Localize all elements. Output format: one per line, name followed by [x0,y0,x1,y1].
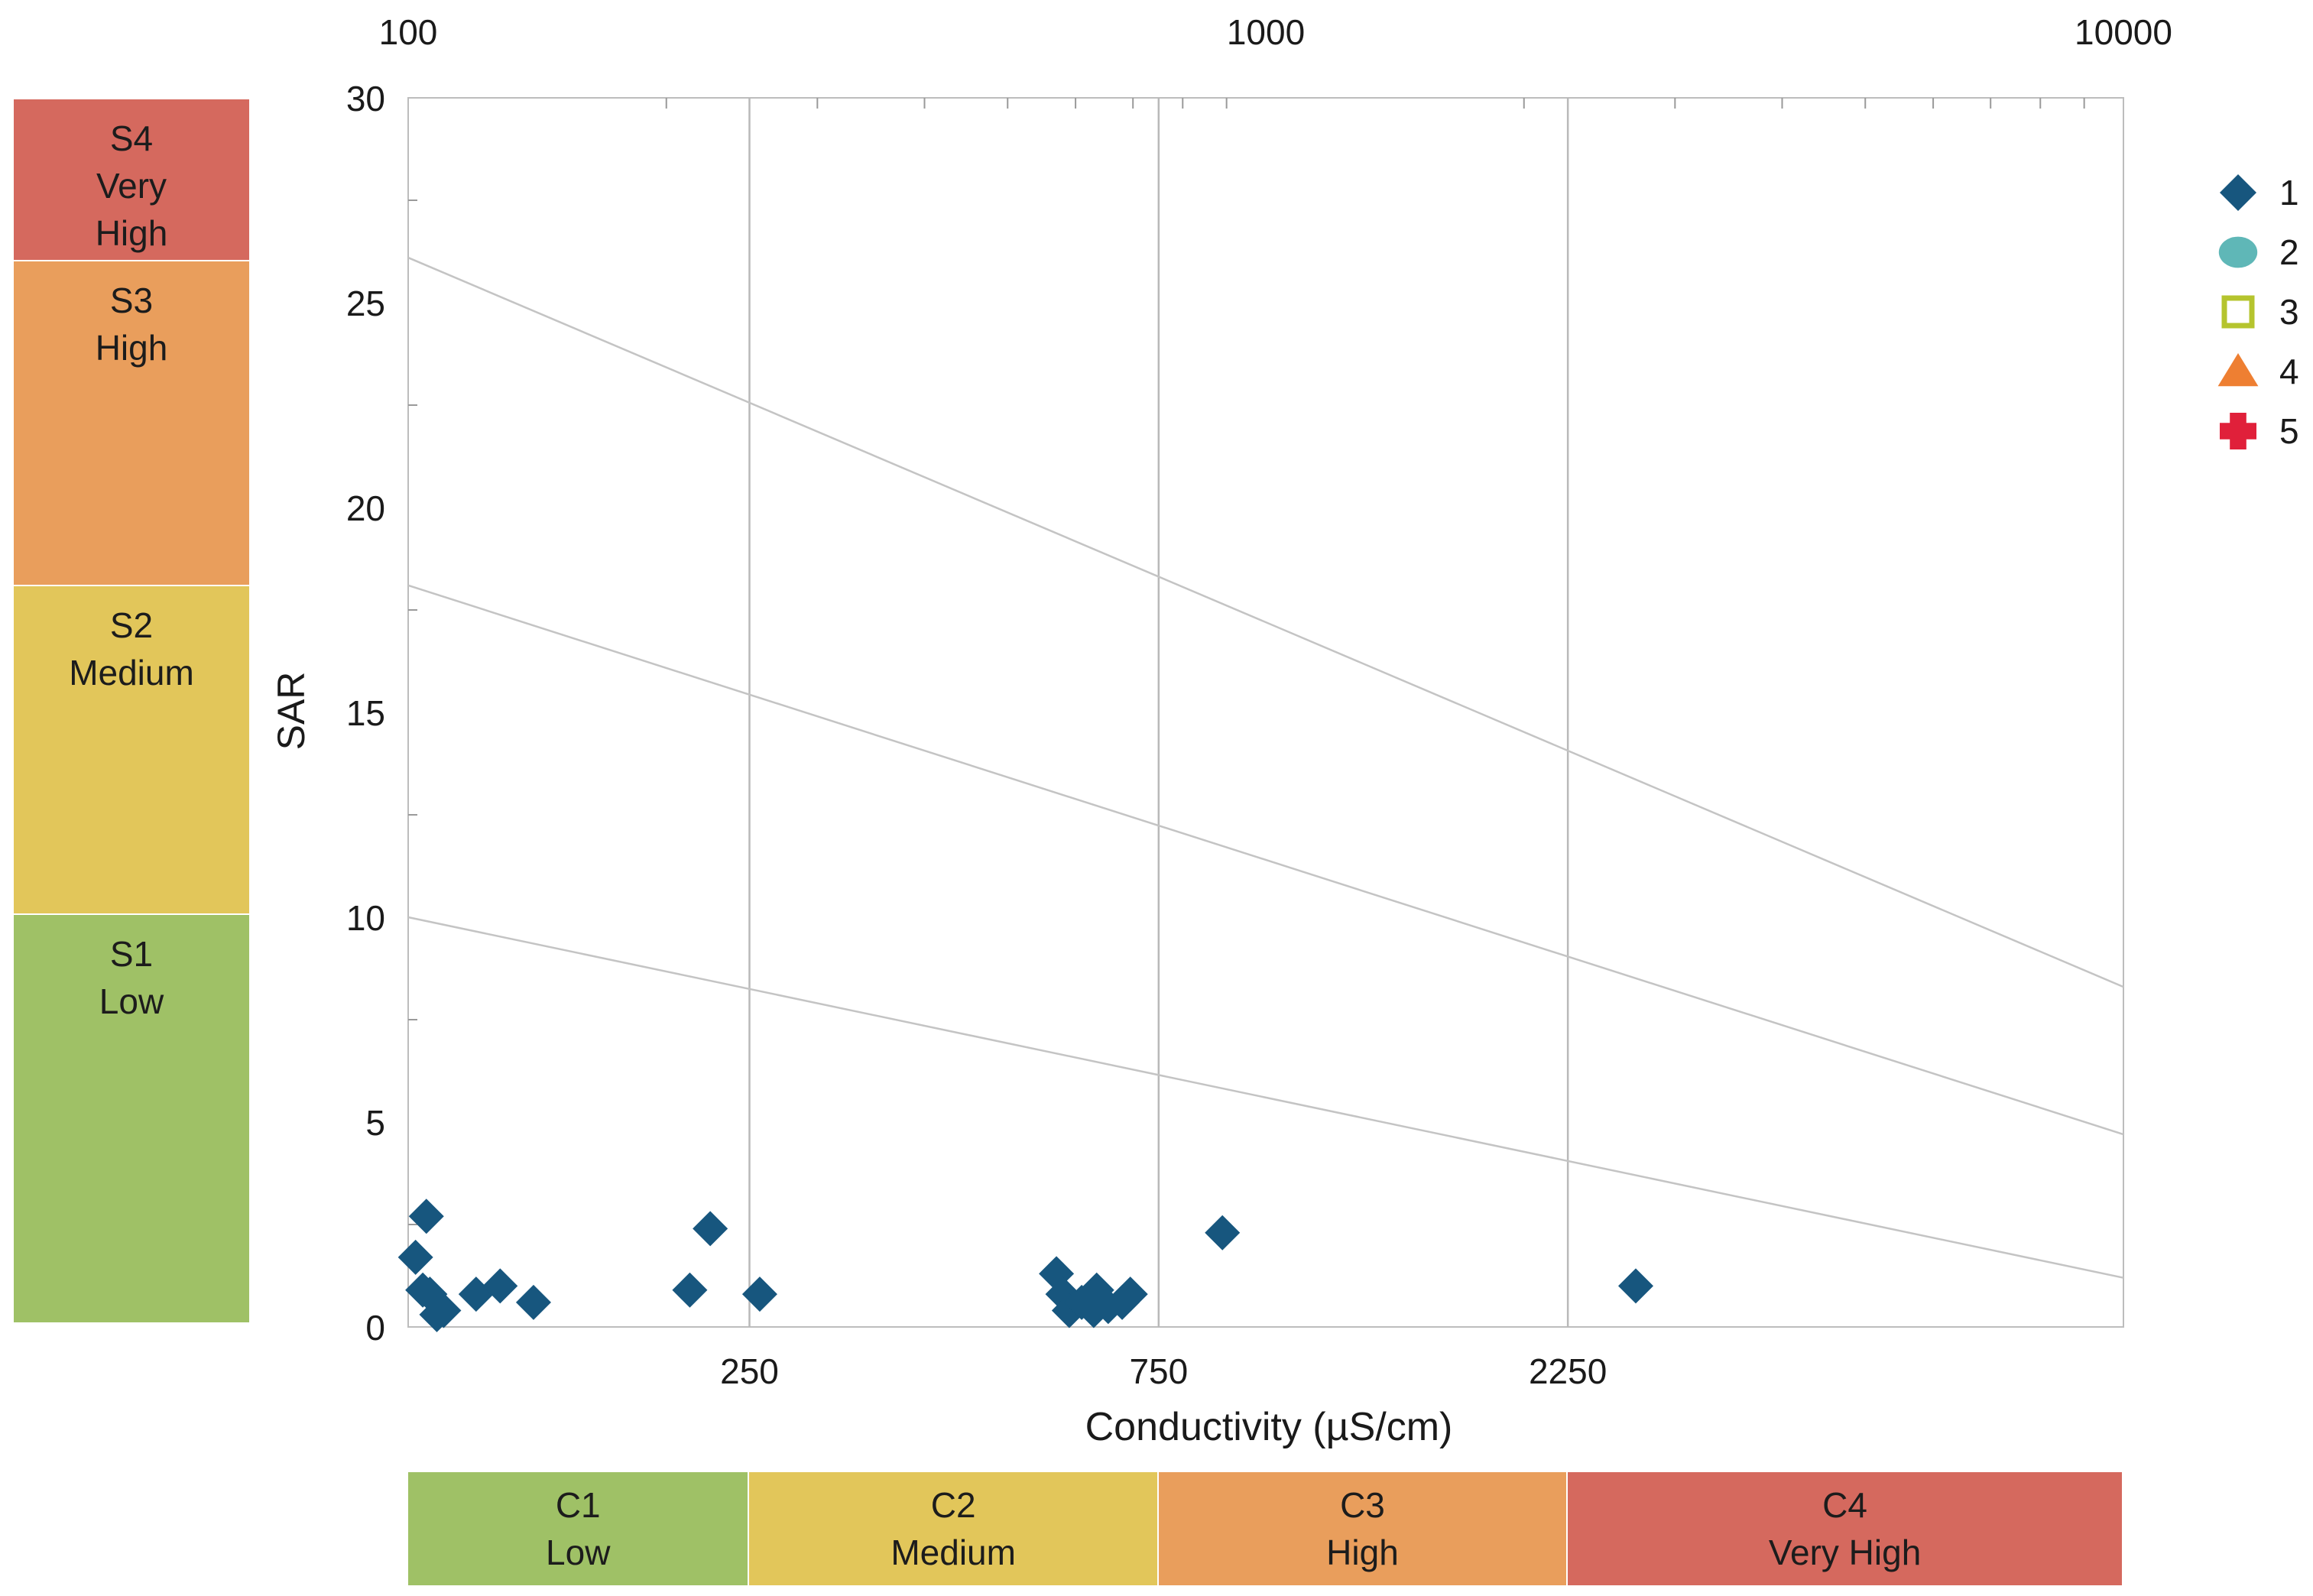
x-axis-label: Conductivity (µS/cm) [1085,1405,1453,1449]
data-point-series-1 [515,1284,551,1320]
y-tick-label: 20 [346,488,385,528]
legend-label-series-5: 5 [2279,411,2299,451]
x-top-tick-label: 10000 [2075,12,2172,52]
sodium-band-code: S2 [109,605,154,645]
x-top-tick-label: 1000 [1227,12,1305,52]
sodium-band-s4: S4 Very High [14,99,249,261]
legend-label-series-2: 2 [2279,232,2299,272]
hazard-boundary-line [407,256,2124,988]
sodium-band-label: Medium [69,653,194,693]
data-point-series-1 [693,1211,728,1247]
y-tick-label: 25 [346,284,385,323]
salinity-band-label: High [1326,1533,1399,1572]
x-bottom-tick-label: 250 [720,1351,779,1391]
legend-marker-series-1 [2220,174,2256,211]
y-tick-label: 0 [365,1308,385,1348]
y-tick-label: 10 [346,898,385,938]
data-point-series-1 [482,1268,518,1304]
salinity-band-label: Low [546,1533,611,1572]
salinity-band-code: C4 [1822,1485,1867,1525]
salinity-band-c3: C3 High [1158,1472,1568,1585]
sodium-band-s2: S2 Medium [14,586,249,915]
data-point-series-1 [426,1293,462,1328]
data-point-series-1 [1112,1276,1148,1312]
x-top-tick-label: 100 [379,12,438,52]
data-point-series-1 [672,1272,708,1308]
sodium-band-s3: S3 High [14,261,249,586]
sodium-band-label: High [95,213,168,253]
x-bottom-tick-label: 750 [1129,1351,1188,1391]
legend-marker-series-3 [2221,295,2255,329]
salinity-band-code: C3 [1340,1485,1385,1525]
hazard-boundary-line [407,916,2124,1279]
sodium-band-label: Low [99,981,164,1021]
data-point-series-1 [1205,1215,1241,1251]
salinity-band-label: Very High [1768,1533,1922,1572]
data-point-series-1 [397,1239,433,1275]
salinity-band-c2: C2 Medium [749,1472,1159,1585]
y-tick-label: 30 [346,79,385,118]
legend-label-series-4: 4 [2279,352,2299,391]
salinity-band-code: C1 [555,1485,601,1525]
sodium-band-code: S3 [109,281,154,320]
sodium-band-label: High [95,328,168,368]
data-point-series-1 [408,1199,444,1234]
salinity-band-label: Medium [890,1533,1016,1572]
legend-label-series-1: 1 [2279,173,2299,212]
y-tick-label: 15 [346,693,385,733]
y-axis-label: SAR [270,672,313,751]
legend-marker-series-4 [2217,353,2259,387]
data-point-series-1 [1617,1268,1653,1304]
legend-marker-series-5 [2220,413,2256,449]
salinity-band-c1: C1 Low [408,1472,750,1585]
plot-frame [407,97,2124,1328]
legend-label-series-3: 3 [2279,292,2299,332]
x-bottom-tick-label: 2250 [1529,1351,1607,1391]
hazard-boundary-line [407,584,2124,1136]
salinity-band-c4: C4 Very High [1568,1472,2123,1585]
sodium-band-code: S1 [109,934,154,974]
y-tick-label: 5 [365,1103,385,1143]
salinity-band-code: C2 [930,1485,976,1525]
data-point-series-1 [741,1276,777,1312]
legend-marker-series-2 [2218,236,2258,268]
sodium-band-label: Very [96,166,167,206]
sodium-band-code: S4 [109,118,154,158]
sodium-band-s1: S1 Low [14,915,249,1324]
